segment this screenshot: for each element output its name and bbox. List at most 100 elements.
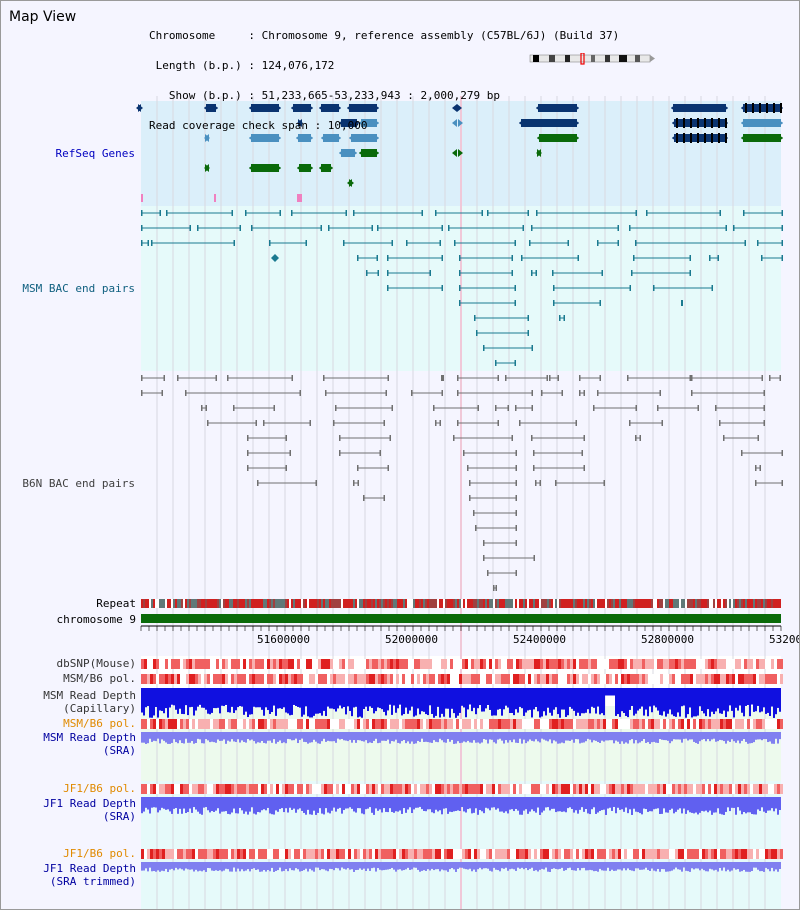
repeat-block (293, 599, 295, 608)
msm-pol-cell (420, 674, 423, 684)
msm-sra-depth-bar (747, 732, 749, 744)
msm-pol2-cell (174, 719, 177, 729)
msm-pol2-cell (762, 719, 765, 729)
repeat-block (659, 599, 661, 608)
jf1-pol2-cell (393, 849, 396, 859)
repeat-block (255, 599, 257, 608)
jf1-pol2-cell (159, 849, 162, 859)
msm-cap-depth-bar (563, 688, 565, 710)
msm-cap-depth-bar (249, 688, 251, 715)
dbsnp-cell (207, 659, 210, 669)
chromosome-ideogram[interactable] (529, 53, 659, 65)
msm-cap-depth-bar (593, 688, 595, 708)
jf1-pol-cell (315, 784, 318, 794)
jf1-trim-depth-bar (495, 862, 497, 870)
jf1-depth-bar (517, 797, 519, 811)
msm-sra-depth-bar (373, 732, 375, 741)
msm-cap-depth-bar (653, 688, 655, 706)
msm-pol2-cell (594, 719, 597, 729)
jf1-pol2-cell (288, 849, 291, 859)
msm-pol2-cell (183, 719, 186, 729)
dbsnp-cell (324, 659, 327, 669)
msm-cap-depth-bar (391, 688, 393, 715)
jf1-pol2-cell (396, 849, 399, 859)
msm-cap-depth-bar (701, 688, 703, 711)
repeat-block (685, 599, 687, 608)
repeat-block (299, 599, 301, 608)
msm-bac-pair-end (531, 225, 533, 231)
msm-pol-cell (246, 674, 249, 684)
jf1-trim-depth-bar (377, 862, 379, 869)
msm-sra-depth-bar (181, 732, 183, 744)
msm-pol-cell (336, 674, 339, 684)
msm-cap-depth-bar (581, 688, 583, 714)
msm-cap-depth-bar (151, 688, 153, 718)
jf1-depth-bar (731, 797, 733, 808)
msm-sra-depth-bar (359, 732, 361, 741)
repeat-block (767, 599, 769, 608)
repeat-block (469, 599, 471, 608)
repeat-block (757, 599, 759, 608)
jf1-pol-cell (273, 784, 276, 794)
jf1-pol2-cell (609, 849, 612, 859)
gene-exon (743, 104, 781, 112)
dbsnp-cell (558, 659, 561, 669)
jf1-pol-cell (747, 784, 750, 794)
msm-cap-depth-bar (301, 688, 303, 717)
jf1-depth-bar (153, 797, 155, 808)
jf1-depth-bar (751, 797, 753, 815)
repeat-block (399, 599, 401, 608)
repeat-block (373, 599, 375, 608)
jf1-depth-bar (175, 797, 177, 809)
msm-sra-depth-bar (755, 732, 757, 740)
jf1-trim-depth-bar (313, 862, 315, 872)
msm-sra-depth-bar (163, 732, 165, 741)
jf1-depth-bar (227, 797, 229, 814)
b6n-bac-pair-end (205, 405, 207, 411)
b6n-bac-pair-end (583, 390, 585, 396)
jf1-trim-depth-bar (419, 862, 421, 872)
msm-cap-depth-bar (607, 688, 609, 696)
msm-pol-cell (444, 674, 447, 684)
msm-cap-depth-bar (463, 688, 465, 708)
jf1-trim-depth-bar (375, 862, 377, 872)
msm-sra-depth-bar (623, 732, 625, 744)
msm-sra-depth-bar (213, 732, 215, 743)
jf1-depth-bar (163, 797, 165, 809)
msm-pol2-cell (384, 719, 387, 729)
jf1-trim-depth-bar (713, 862, 715, 871)
jf1-trim-depth-bar (151, 862, 153, 872)
repeat-block (567, 599, 569, 608)
msm-sra-depth-bar (559, 732, 561, 744)
gene-arrow (537, 134, 542, 142)
msm-pol2-cell (708, 719, 711, 729)
jf1-pol2-cell (345, 849, 348, 859)
msm-cap-depth-bar (277, 688, 279, 709)
b6n-bac-pair-end (357, 465, 359, 471)
msm-sra-depth-bar (339, 732, 341, 740)
msm-sra-depth-bar (205, 732, 207, 740)
msm-sra-depth-bar (619, 732, 621, 744)
repeat-block (561, 599, 563, 608)
msm-pol2-cell (570, 719, 573, 729)
jf1-depth-bar (299, 797, 301, 809)
msm-sra-depth-bar (485, 732, 487, 740)
repeat-block (495, 599, 497, 608)
msm-cap-depth-bar (615, 688, 617, 716)
msm-pol-cell (189, 674, 192, 684)
b6n-bac-pair-end (597, 390, 599, 396)
jf1-trim-depth-bar (373, 862, 375, 868)
dbsnp-cell (486, 659, 489, 669)
repeat-block (437, 599, 439, 608)
jf1-depth-bar (295, 797, 297, 813)
msm-sra-depth-bar (639, 732, 641, 743)
repeat-block (297, 599, 299, 608)
msm-bac-pair-end (514, 360, 516, 366)
msm-cap-depth-bar (379, 688, 381, 709)
msm-cap-depth-bar (513, 688, 515, 716)
jf1-pol-cell (507, 784, 510, 794)
msm-pol-cell (333, 674, 336, 684)
msm-depth-sra-label-2: (SRA) (102, 744, 136, 757)
msm-bac-pair-end (733, 225, 735, 231)
